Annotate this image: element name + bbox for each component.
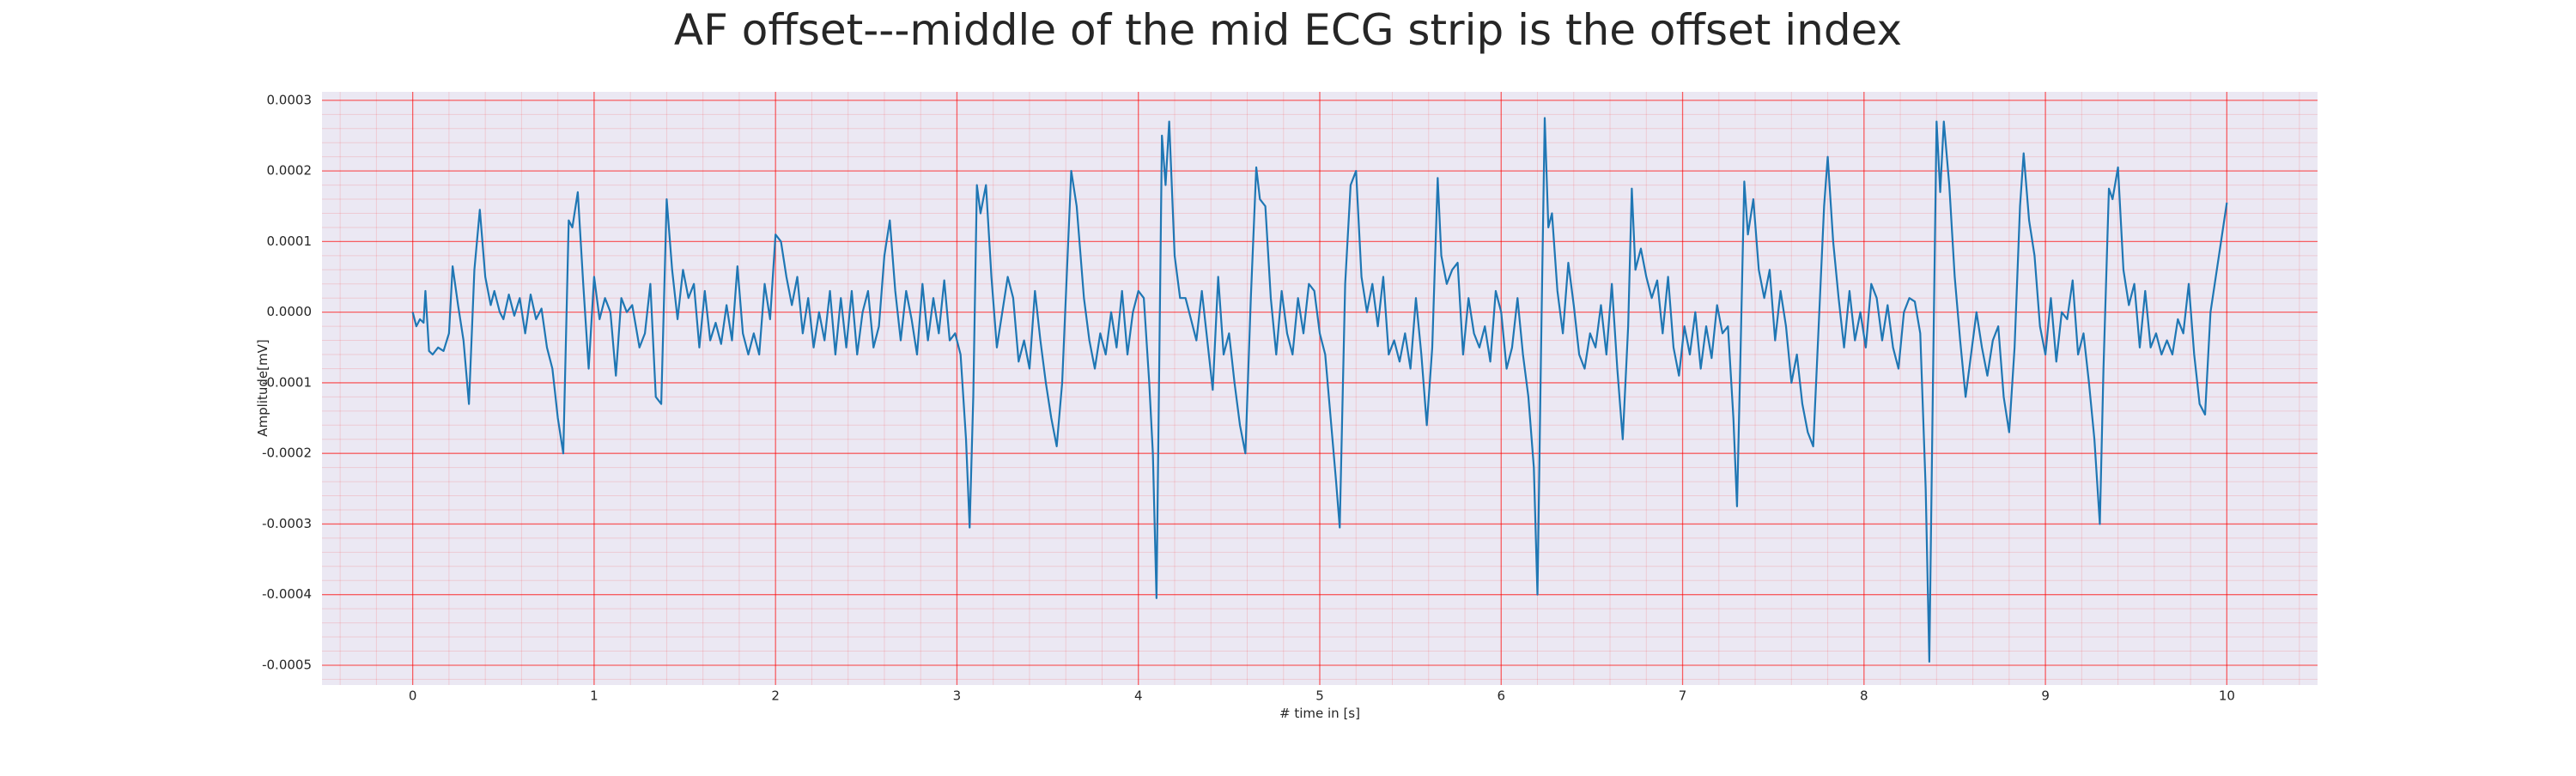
y-axis-label: Amplitude[mV] (255, 339, 270, 436)
y-tick-label: 0.0001 (267, 233, 313, 249)
x-axis-label: # time in [s] (1279, 706, 1360, 721)
x-tick-label: 2 (771, 688, 780, 704)
x-tick-label: 9 (2041, 688, 2050, 704)
x-tick-label: 4 (1134, 688, 1143, 704)
y-tick-label: 0.0002 (267, 163, 313, 179)
x-tick-label: 6 (1497, 688, 1505, 704)
y-tick-label: -0.0001 (262, 374, 312, 390)
y-tick-label: -0.0004 (262, 586, 312, 602)
x-tick-label: 5 (1315, 688, 1324, 704)
tick-labels: 0 1 2 3 4 5 6 7 8 9 10 -0.0005 -0.0004 -0.0003 -0.0002… (262, 92, 2235, 703)
x-tick-label: 7 (1679, 688, 1687, 704)
x-tick-label: 8 (1860, 688, 1868, 704)
y-tick-label: 0.0003 (267, 92, 313, 107)
x-tick-label: 1 (590, 688, 598, 704)
y-tick-label: -0.0002 (262, 446, 312, 461)
x-tick-label: 3 (953, 688, 962, 704)
y-tick-label: 0.0000 (267, 304, 313, 319)
x-tick-label: 0 (409, 688, 417, 704)
ecg-line (411, 117, 2228, 663)
plot-marks (411, 117, 2228, 663)
x-tick-label: 10 (2219, 688, 2235, 704)
y-tick-label: -0.0005 (262, 657, 312, 672)
chart-title: AF offset---middle of the mid ECG strip … (674, 5, 1902, 55)
y-tick-label: -0.0003 (262, 516, 312, 531)
